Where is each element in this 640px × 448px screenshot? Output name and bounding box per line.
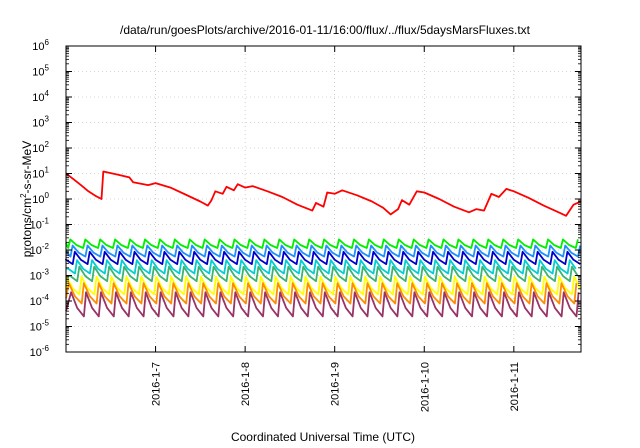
series-line-1 (65, 170, 582, 217)
y-tick-label: 10-1 (30, 217, 50, 232)
chart-title: /data/run/goesPlots/archive/2016-01-11/1… (120, 23, 531, 37)
y-tick-label: 104 (32, 89, 49, 104)
y-tick-label: 10-5 (30, 319, 50, 334)
y-axis: 10-6 10-5 10-4 10-3 10-2 10-1 100 101 102 103 104 1… (30, 38, 581, 359)
x-axis-label: Coordinated Universal Time (UTC) (231, 430, 415, 444)
series-lines (65, 170, 582, 318)
series-line-3 (65, 244, 581, 258)
series-line-7 (65, 275, 582, 296)
y-tick-label: 10-6 (30, 344, 50, 359)
x-tick-label: 2016-1-7 (151, 362, 163, 406)
y-tick-label: 10-4 (30, 293, 50, 308)
y-axis-label-main: protons/cm (20, 198, 34, 257)
y-tick-label: 100 (32, 191, 49, 206)
y-tick-label: 102 (32, 140, 49, 155)
y-tick-label: 10-3 (30, 268, 50, 283)
y-axis-label-rest: -s-sr-MeV (20, 141, 34, 194)
series-line-6 (65, 265, 579, 283)
x-axis: 2016-1-7 2016-1-8 2016-1-9 2016-1-10 2016-1-… (151, 46, 521, 412)
y-tick-label: 10-2 (30, 242, 50, 257)
grid (66, 46, 581, 352)
y-axis-label-sup: 2 (19, 193, 28, 198)
y-tick-label: 106 (32, 38, 49, 53)
x-tick-label: 2016-1-8 (240, 362, 252, 406)
y-axis-label: protons/cm2-s-sr-MeV (19, 141, 34, 257)
x-tick-label: 2016-1-11 (509, 362, 521, 411)
x-tick-label: 2016-1-10 (419, 362, 431, 412)
series-line-5 (65, 259, 577, 275)
series-line-8 (65, 282, 578, 305)
y-tick-label: 103 (32, 115, 49, 130)
series-line-4 (65, 250, 581, 265)
x-tick-label: 2016-1-9 (330, 362, 342, 406)
y-tick-label: 105 (32, 64, 49, 79)
series-line-9 (65, 291, 580, 318)
y-tick-label: 101 (32, 166, 49, 181)
series-line-2 (65, 238, 579, 249)
